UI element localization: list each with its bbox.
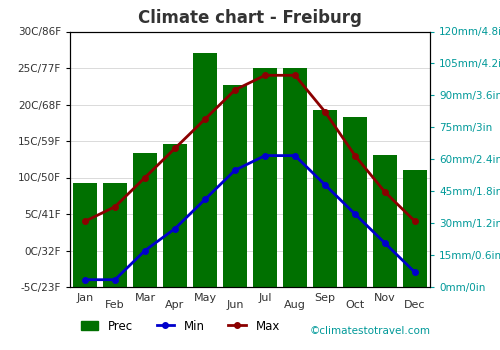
- Bar: [193, 53, 217, 287]
- Bar: [133, 153, 157, 287]
- Text: Sep: Sep: [314, 293, 336, 303]
- Text: May: May: [194, 293, 216, 303]
- Bar: [343, 117, 367, 287]
- Text: Mar: Mar: [134, 293, 156, 303]
- Bar: [403, 170, 427, 287]
- Text: Oct: Oct: [346, 300, 364, 310]
- Bar: [163, 144, 187, 287]
- Bar: [253, 68, 277, 287]
- Bar: [283, 68, 307, 287]
- Text: Aug: Aug: [284, 300, 306, 310]
- Text: ©climatestotravel.com: ©climatestotravel.com: [310, 326, 431, 336]
- Text: Jun: Jun: [226, 300, 244, 310]
- Text: Nov: Nov: [374, 293, 396, 303]
- Text: Apr: Apr: [166, 300, 184, 310]
- Bar: [223, 85, 247, 287]
- Title: Climate chart - Freiburg: Climate chart - Freiburg: [138, 9, 362, 27]
- Text: Feb: Feb: [105, 300, 125, 310]
- Bar: [103, 183, 127, 287]
- Text: Jul: Jul: [258, 293, 272, 303]
- Bar: [313, 110, 337, 287]
- Legend: Prec, Min, Max: Prec, Min, Max: [76, 315, 284, 337]
- Text: Dec: Dec: [404, 300, 426, 310]
- Bar: [373, 155, 397, 287]
- Bar: [73, 183, 97, 287]
- Text: Jan: Jan: [76, 293, 94, 303]
